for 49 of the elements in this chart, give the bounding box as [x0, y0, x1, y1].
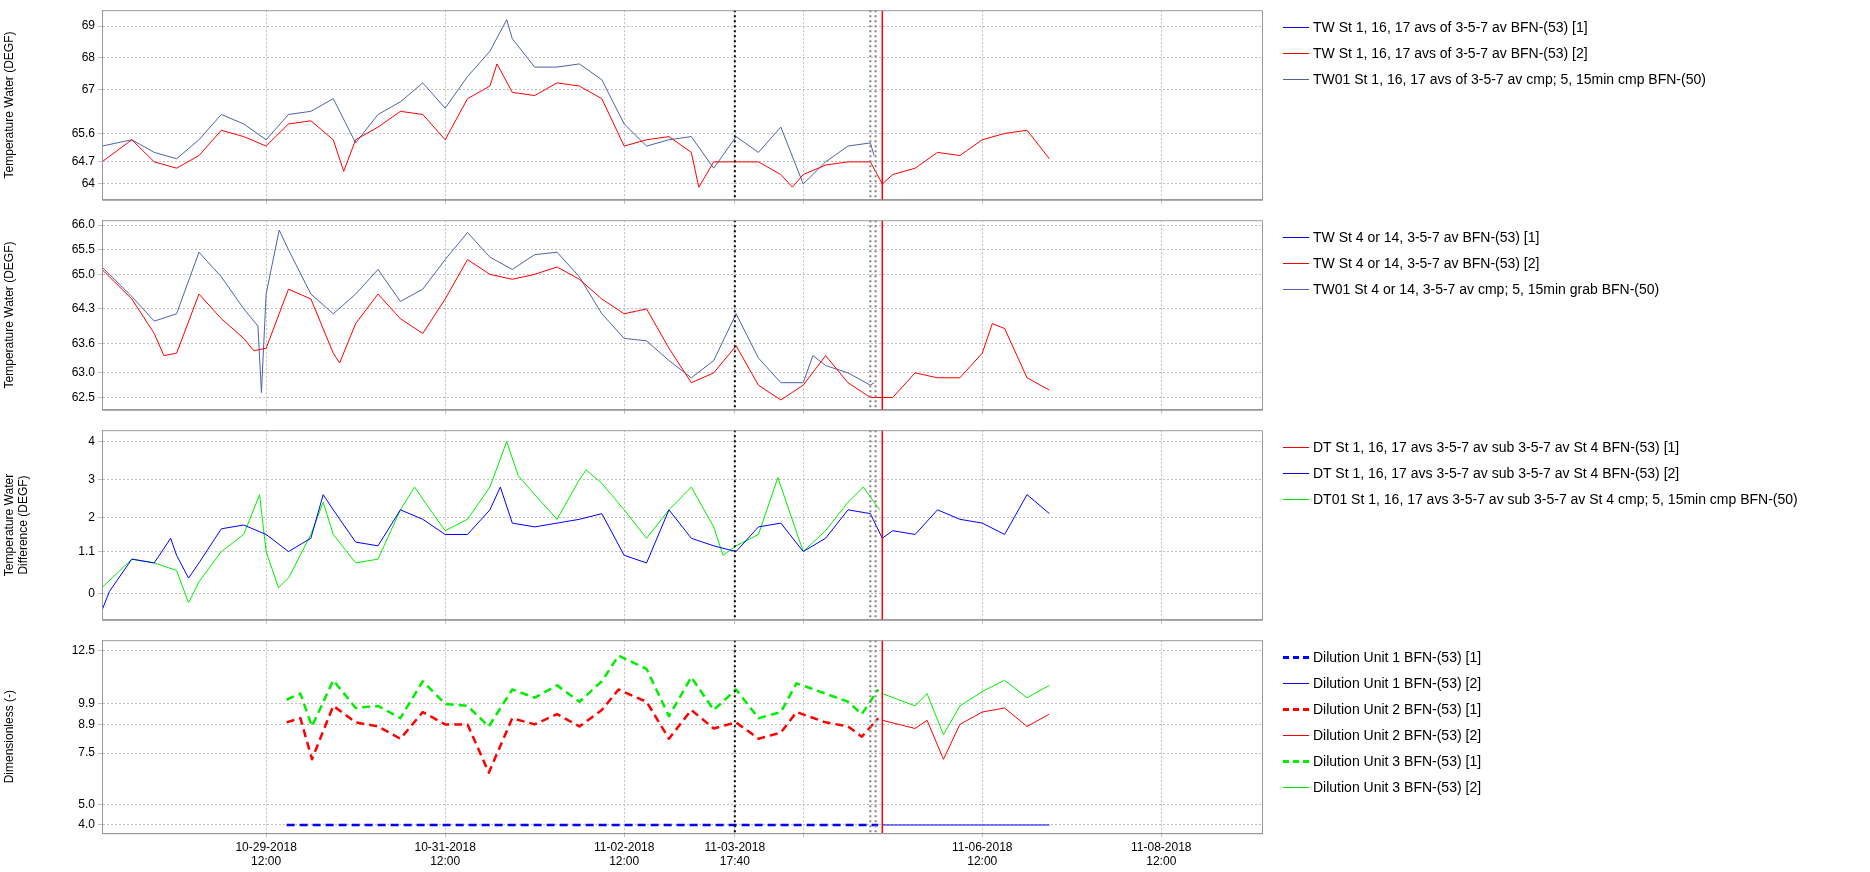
y-tick-label: 62.5: [71, 389, 96, 404]
y-tick-label: 1.1: [78, 543, 96, 558]
legend-label: Dilution Unit 2 BFN-(53) [1]: [1313, 701, 1482, 717]
legend-label: DT01 St 1, 16, 17 avs 3-5-7 av sub 3-5-7 av St 4 cmp; 5, 15min cmp BFN-(50): [1313, 491, 1798, 507]
x-tick-label: 11-06-2018 12:00: [952, 839, 1013, 869]
y-tick-label: 67: [81, 81, 96, 96]
x-tick-label: 11-08-2018 12:00: [1131, 839, 1192, 869]
y-tick-label: 9.9: [78, 696, 96, 711]
y-tick-label: 64: [81, 176, 96, 191]
y-tick-label: 2: [88, 509, 96, 524]
y-tick-label: 68: [81, 49, 96, 64]
legend-label: Dilution Unit 3 BFN-(53) [1]: [1313, 753, 1482, 769]
legend-label: Dilution Unit 1 BFN-(53) [1]: [1313, 649, 1482, 665]
legend-label: TW St 1, 16, 17 avs of 3-5-7 av BFN-(53) [1]: [1313, 19, 1588, 35]
y-tick-label: 7.5: [78, 745, 96, 760]
legend-label: TW St 4 or 14, 3-5-7 av BFN-(53) [1]: [1313, 229, 1540, 245]
legend-label: TW01 St 4 or 14, 3-5-7 av cmp; 5, 15min grab BFN-(50): [1313, 281, 1660, 297]
y-axis-title: Dimensionless (-): [1, 690, 16, 784]
x-tick-label: 10-31-2018 12:00: [414, 839, 477, 869]
legend-label: Dilution Unit 1 BFN-(53) [2]: [1313, 675, 1482, 691]
y-axis-title: Temperature Water Difference (DEGF): [1, 473, 30, 577]
x-tick-label: 10-29-2018 12:00: [235, 839, 298, 869]
y-tick-label: 12.5: [71, 642, 96, 657]
y-tick-label: 65.5: [71, 242, 96, 257]
y-tick-label: 4.0: [78, 817, 96, 832]
x-tick-label: 11-03-2018 17:40: [704, 839, 766, 869]
y-tick-label: 63.0: [71, 365, 96, 380]
y-tick-label: 64.7: [71, 154, 96, 169]
legend-label: Dilution Unit 2 BFN-(53) [2]: [1313, 727, 1482, 743]
y-tick-label: 64.3: [71, 301, 96, 316]
y-tick-label: 3: [88, 471, 96, 486]
legend-label: TW St 4 or 14, 3-5-7 av BFN-(53) [2]: [1313, 255, 1540, 271]
y-axis-title: Temperature Water (DEGF): [1, 241, 16, 389]
y-tick-label: 0: [88, 585, 96, 600]
y-tick-label: 4: [88, 433, 96, 448]
legend-label: DT St 1, 16, 17 avs 3-5-7 av sub 3-5-7 av St 4 BFN-(53) [1]: [1313, 439, 1680, 455]
y-tick-label: 5.0: [78, 796, 96, 811]
y-tick-label: 65.6: [71, 125, 96, 140]
y-tick-label: 66.0: [71, 217, 96, 232]
legend-label: DT St 1, 16, 17 avs 3-5-7 av sub 3-5-7 av St 4 BFN-(53) [2]: [1313, 465, 1680, 481]
legend-label: TW01 St 1, 16, 17 avs of 3-5-7 av cmp; 5, 15min cmp BFN-(50): [1313, 71, 1706, 87]
y-tick-label: 63.6: [71, 335, 96, 350]
legend-label: Dilution Unit 3 BFN-(53) [2]: [1313, 779, 1482, 795]
y-tick-label: 8.9: [78, 716, 96, 731]
legend-label: TW St 1, 16, 17 avs of 3-5-7 av BFN-(53) [2]: [1313, 45, 1588, 61]
x-tick-label: 11-02-2018 12:00: [593, 839, 655, 869]
y-tick-label: 65.0: [71, 266, 96, 281]
y-tick-label: 69: [81, 18, 96, 33]
y-axis-title: Temperature Water (DEGF): [1, 31, 16, 179]
